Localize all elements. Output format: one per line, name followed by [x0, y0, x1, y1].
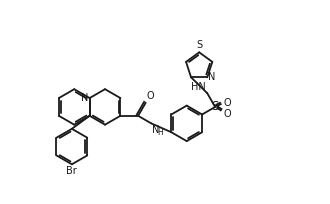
Text: HN: HN	[191, 82, 206, 92]
Text: N: N	[152, 125, 160, 135]
Text: S: S	[212, 100, 219, 113]
Text: O: O	[223, 98, 231, 108]
Text: S: S	[196, 40, 202, 50]
Text: N: N	[208, 72, 216, 82]
Text: N: N	[81, 93, 88, 103]
Text: O: O	[223, 109, 231, 119]
Text: O: O	[147, 91, 154, 101]
Text: Br: Br	[67, 166, 77, 176]
Text: H: H	[157, 128, 163, 137]
